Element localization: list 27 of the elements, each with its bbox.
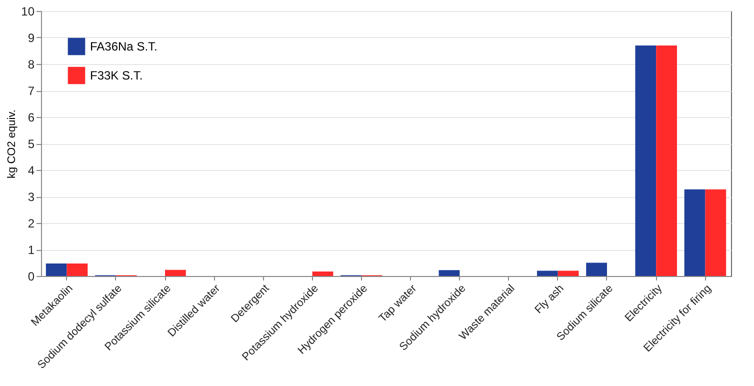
x-tick-label: Fly ash <box>532 282 566 316</box>
y-tick-label: 6 <box>28 110 35 124</box>
bar <box>684 189 706 276</box>
y-tick-label: 2 <box>28 216 35 230</box>
y-tick-label: 5 <box>28 137 35 151</box>
bar <box>635 45 656 276</box>
bar <box>586 262 607 276</box>
legend-label: F33K S.T. <box>90 68 143 82</box>
y-tick-label: 3 <box>28 190 35 204</box>
bar <box>66 264 88 276</box>
bar <box>558 270 579 276</box>
bar <box>438 270 460 276</box>
y-tick-label: 9 <box>28 31 35 45</box>
y-tick-label: 8 <box>28 58 35 72</box>
y-tick-label: 7 <box>28 84 35 98</box>
y-tick-label: 10 <box>21 4 35 18</box>
bar <box>656 45 677 276</box>
bar <box>312 271 334 276</box>
y-tick-label: 0 <box>28 270 35 284</box>
bar <box>705 189 726 276</box>
y-tick-label: 1 <box>28 243 35 257</box>
y-tick-label: 4 <box>28 164 35 178</box>
bar <box>46 264 67 276</box>
legend-label: FA36Na S.T. <box>90 40 158 54</box>
y-axis-title: kg CO2 equiv. <box>6 110 18 178</box>
bar <box>165 270 186 276</box>
bar <box>537 270 558 276</box>
